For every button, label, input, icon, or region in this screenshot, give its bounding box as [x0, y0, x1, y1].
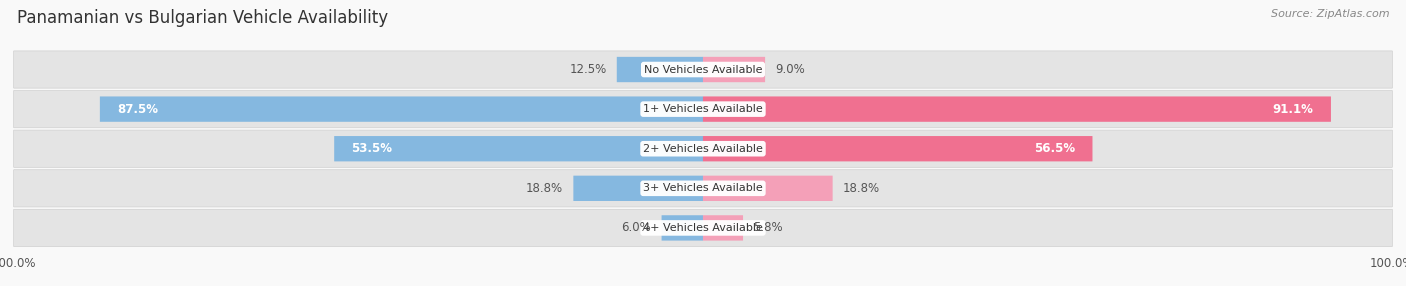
FancyBboxPatch shape [574, 176, 703, 201]
Text: 56.5%: 56.5% [1033, 142, 1076, 155]
Text: 18.8%: 18.8% [526, 182, 562, 195]
Text: 9.0%: 9.0% [775, 63, 806, 76]
FancyBboxPatch shape [703, 215, 742, 241]
FancyBboxPatch shape [14, 170, 1392, 207]
FancyBboxPatch shape [14, 90, 1392, 128]
FancyBboxPatch shape [703, 176, 832, 201]
Text: 6.0%: 6.0% [621, 221, 651, 235]
FancyBboxPatch shape [703, 96, 1331, 122]
Text: No Vehicles Available: No Vehicles Available [644, 65, 762, 75]
Text: 1+ Vehicles Available: 1+ Vehicles Available [643, 104, 763, 114]
FancyBboxPatch shape [703, 57, 765, 82]
Text: 18.8%: 18.8% [844, 182, 880, 195]
Text: 4+ Vehicles Available: 4+ Vehicles Available [643, 223, 763, 233]
FancyBboxPatch shape [662, 215, 703, 241]
FancyBboxPatch shape [703, 136, 1092, 161]
Text: 91.1%: 91.1% [1272, 103, 1313, 116]
Text: 12.5%: 12.5% [569, 63, 606, 76]
Text: 5.8%: 5.8% [754, 221, 783, 235]
Text: 53.5%: 53.5% [352, 142, 392, 155]
FancyBboxPatch shape [14, 209, 1392, 247]
Text: 2+ Vehicles Available: 2+ Vehicles Available [643, 144, 763, 154]
FancyBboxPatch shape [14, 130, 1392, 167]
Text: Source: ZipAtlas.com: Source: ZipAtlas.com [1271, 9, 1389, 19]
FancyBboxPatch shape [617, 57, 703, 82]
Text: Panamanian vs Bulgarian Vehicle Availability: Panamanian vs Bulgarian Vehicle Availabi… [17, 9, 388, 27]
FancyBboxPatch shape [335, 136, 703, 161]
Text: 87.5%: 87.5% [117, 103, 157, 116]
FancyBboxPatch shape [100, 96, 703, 122]
Text: 3+ Vehicles Available: 3+ Vehicles Available [643, 183, 763, 193]
FancyBboxPatch shape [14, 51, 1392, 88]
